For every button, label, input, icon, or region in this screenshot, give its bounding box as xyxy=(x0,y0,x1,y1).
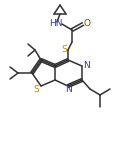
Text: O: O xyxy=(83,19,91,29)
Text: S: S xyxy=(61,46,67,54)
Text: HN: HN xyxy=(49,19,63,29)
Text: N: N xyxy=(66,86,72,95)
Text: N: N xyxy=(84,60,90,70)
Text: S: S xyxy=(33,84,39,94)
